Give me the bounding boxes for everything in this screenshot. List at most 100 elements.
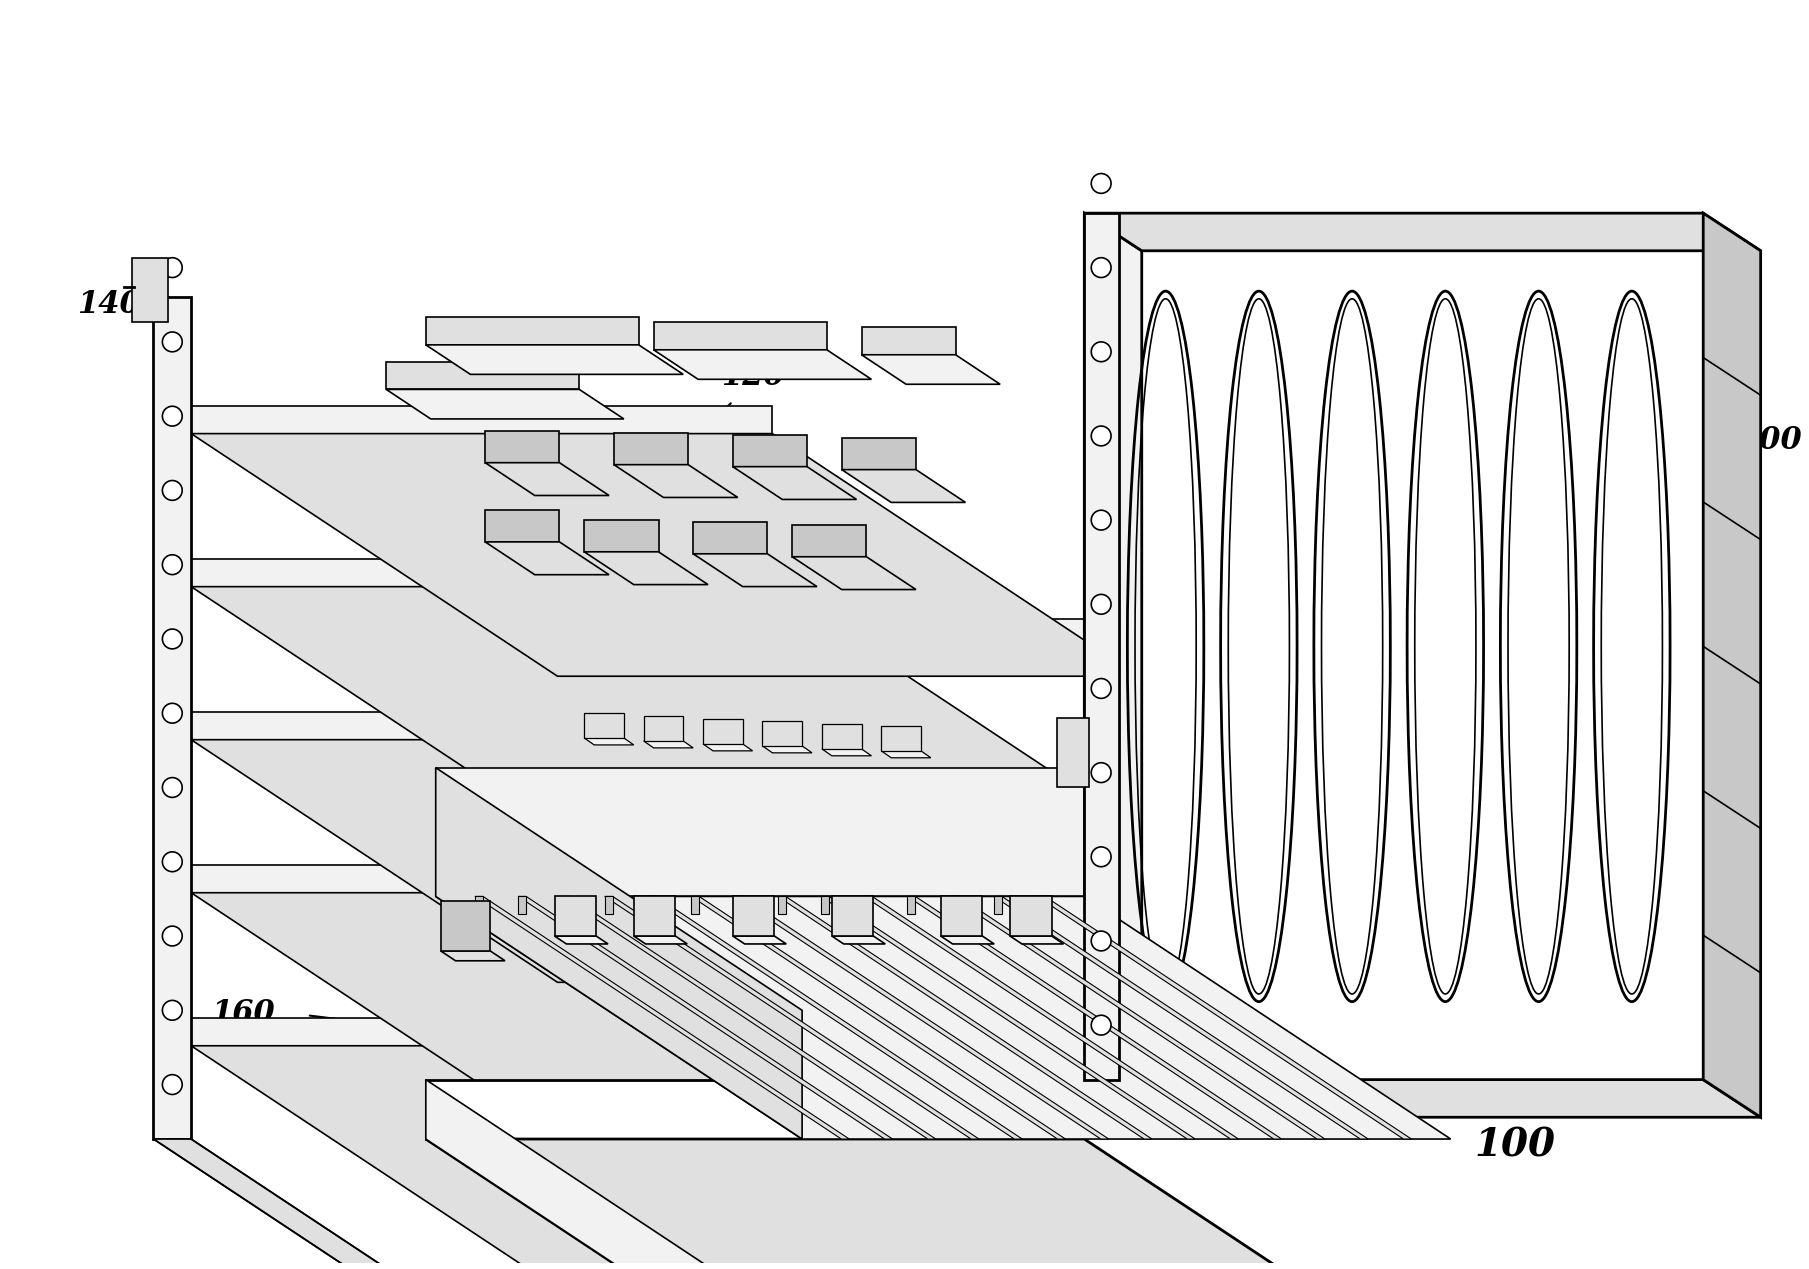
Text: 200: 200 [1738,425,1802,457]
Polygon shape [832,896,874,937]
Polygon shape [733,467,857,500]
Circle shape [1091,258,1111,278]
Polygon shape [733,435,807,467]
Polygon shape [762,721,801,746]
Polygon shape [644,741,693,747]
Circle shape [1091,510,1111,530]
Polygon shape [644,716,684,741]
Text: 100: 100 [1474,1127,1556,1165]
Polygon shape [192,1046,1140,1269]
Polygon shape [476,896,848,1140]
Circle shape [1091,679,1111,698]
Polygon shape [792,525,867,557]
Polygon shape [425,1140,1451,1269]
Polygon shape [385,362,579,390]
Circle shape [1091,931,1111,950]
Polygon shape [648,896,657,914]
Polygon shape [436,768,801,1140]
Circle shape [163,332,183,352]
Polygon shape [192,586,1140,829]
Polygon shape [908,896,1283,1140]
Polygon shape [841,438,915,470]
Polygon shape [613,464,738,497]
Polygon shape [192,740,1140,982]
Polygon shape [425,1080,1084,1140]
Polygon shape [881,751,932,758]
Polygon shape [584,713,624,739]
Polygon shape [1084,213,1120,1080]
Polygon shape [865,896,1239,1140]
Polygon shape [584,520,658,552]
Polygon shape [693,553,818,586]
Polygon shape [385,390,624,419]
Polygon shape [1056,718,1089,788]
Circle shape [163,555,183,575]
Polygon shape [653,350,872,379]
Polygon shape [821,896,1196,1140]
Polygon shape [841,470,966,503]
Polygon shape [604,896,613,914]
Polygon shape [1704,213,1760,1117]
Polygon shape [693,522,767,553]
Polygon shape [1037,896,1411,1140]
Polygon shape [441,901,490,950]
Polygon shape [132,258,168,322]
Polygon shape [762,746,812,753]
Circle shape [163,926,183,945]
Polygon shape [485,542,610,575]
Polygon shape [561,896,935,1140]
Polygon shape [993,896,1368,1140]
Polygon shape [367,619,1100,669]
Circle shape [163,1075,183,1094]
Polygon shape [192,1018,772,1046]
Polygon shape [792,557,915,590]
Text: 40: 40 [630,909,671,939]
Polygon shape [993,896,1002,914]
Polygon shape [633,896,675,937]
Circle shape [163,258,183,278]
Polygon shape [192,865,772,892]
Polygon shape [192,558,772,586]
Polygon shape [485,510,559,542]
Polygon shape [517,896,526,914]
Polygon shape [561,896,570,914]
Polygon shape [555,937,608,944]
Circle shape [163,778,183,797]
Polygon shape [1009,937,1064,944]
Polygon shape [425,317,639,345]
Polygon shape [517,896,892,1140]
Polygon shape [192,712,772,740]
Polygon shape [192,892,1140,1136]
Polygon shape [367,619,733,911]
Polygon shape [476,896,483,914]
Circle shape [1091,846,1111,867]
Polygon shape [436,896,1451,1140]
Circle shape [1091,594,1111,614]
Polygon shape [865,896,872,914]
Polygon shape [1037,896,1046,914]
Polygon shape [613,433,687,464]
Text: 160: 160 [1263,938,1326,970]
Circle shape [163,481,183,500]
Polygon shape [584,552,707,585]
Polygon shape [154,1140,557,1269]
Polygon shape [436,768,1084,896]
Polygon shape [941,896,982,937]
Polygon shape [733,937,787,944]
Polygon shape [821,725,861,749]
Polygon shape [821,896,829,914]
Polygon shape [648,896,1022,1140]
Polygon shape [734,896,742,914]
Polygon shape [952,896,959,914]
Text: 140: 140 [78,289,141,320]
Circle shape [163,851,183,872]
Polygon shape [192,434,1140,676]
Polygon shape [691,896,698,914]
Text: 180: 180 [613,934,678,966]
Polygon shape [861,355,1000,385]
Polygon shape [485,431,559,463]
Polygon shape [733,896,774,937]
Polygon shape [653,322,827,350]
Polygon shape [704,744,753,751]
Polygon shape [1084,1080,1760,1117]
